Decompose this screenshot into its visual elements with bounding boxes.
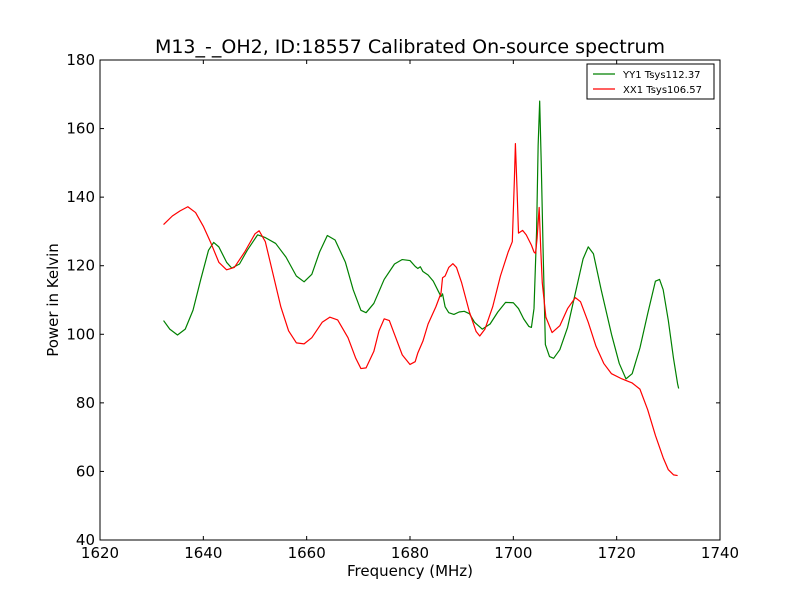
y-tick-label: 100 (66, 325, 95, 343)
y-tick-label: 60 (76, 462, 95, 480)
series-layer (163, 100, 680, 477)
y-axis-label: Power in Kelvin (44, 243, 62, 357)
x-tick-label: 1740 (701, 544, 739, 562)
ticks-layer: 1620 1640 1660 1680 1700 1720 1740 40 60 80 100 120… (66, 51, 739, 562)
legend-box (586, 63, 715, 100)
y-tick-label: 140 (66, 188, 95, 206)
chart-title: M13_-_OH2, ID:18557 Calibrated On-source… (155, 36, 665, 58)
legend: YY1 Tsys112.37 XX1 Tsys106.57 (586, 63, 715, 100)
x-tick-label: 1720 (598, 544, 636, 562)
x-tick-label: 1700 (494, 544, 532, 562)
x-tick-label: 1660 (288, 544, 326, 562)
series-line-xx1 (163, 143, 678, 477)
x-tick-label: 1680 (391, 544, 429, 562)
y-tick-label: 40 (76, 531, 95, 549)
y-tick-label: 180 (66, 51, 95, 69)
x-tick-label: 1620 (81, 544, 119, 562)
legend-label-xx1: XX1 Tsys106.57 (623, 85, 702, 96)
series-line-yy1 (163, 100, 680, 389)
x-tick-label: 1640 (184, 544, 222, 562)
y-tick-label: 80 (76, 394, 95, 412)
y-tick-label: 120 (66, 257, 95, 275)
y-tick-label: 160 (66, 120, 95, 138)
x-axis-label: Frequency (MHz) (347, 562, 473, 580)
legend-label-yy1: YY1 Tsys112.37 (622, 70, 701, 81)
plot-area (100, 60, 720, 540)
